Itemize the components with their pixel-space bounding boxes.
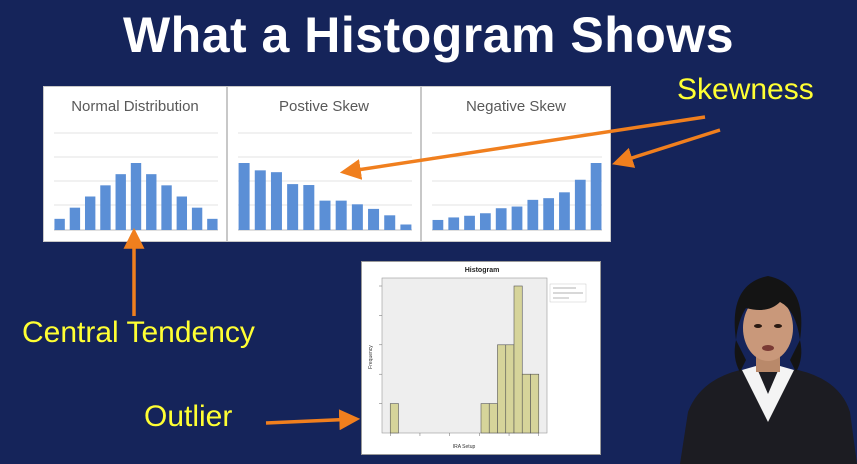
bar	[351, 204, 363, 230]
bar	[384, 215, 396, 230]
bar	[479, 213, 491, 230]
bar	[495, 208, 507, 230]
presenter-hair	[734, 276, 802, 340]
bar	[69, 207, 81, 230]
histogram-bar	[530, 373, 540, 434]
page-title: What a Histogram Shows	[122, 7, 735, 63]
arrow-skewness-to-negative	[611, 128, 721, 168]
presenter-face	[743, 295, 793, 361]
bar	[527, 199, 539, 230]
presenter-collar	[742, 366, 794, 422]
histogram-bar	[389, 403, 399, 434]
negative-skew-title: Negative Skew	[465, 98, 567, 115]
presenter-video	[680, 276, 857, 464]
arrow-outlier	[265, 409, 361, 431]
histogram-y-label: Frequency	[368, 345, 374, 369]
bar	[400, 224, 412, 230]
histogram-x-label: IRA Setup	[453, 444, 476, 450]
normal-distribution-panel: Normal Distribution	[43, 86, 227, 242]
bar	[464, 215, 475, 230]
bar	[115, 174, 126, 230]
normal-distribution-title: Normal Distribution	[71, 98, 199, 115]
bar	[590, 163, 602, 230]
bar	[130, 163, 142, 230]
outlier-label: Outlier	[144, 400, 233, 433]
bar	[543, 198, 555, 230]
bar	[287, 184, 299, 230]
positive-skew-chart	[238, 132, 412, 231]
bar	[84, 196, 96, 230]
bar	[254, 170, 266, 230]
bar	[100, 185, 111, 230]
bar	[448, 217, 460, 230]
bar	[146, 174, 157, 230]
bar	[176, 196, 188, 230]
bar	[368, 208, 380, 230]
bar	[574, 179, 586, 230]
bar	[319, 200, 331, 230]
histogram-title: Histogram	[465, 267, 500, 274]
negative-skew-chart	[432, 132, 602, 231]
histogram-y-ticks	[379, 285, 539, 436]
histogram-figure: Histogram Frequency IRA Setup	[361, 261, 601, 455]
skewness-label: Skewness	[677, 73, 814, 106]
negative-skew-panel: Negative Skew	[421, 86, 611, 242]
bar	[238, 163, 250, 230]
bar	[161, 185, 172, 230]
bar	[559, 192, 570, 230]
histogram-bars	[389, 285, 540, 434]
bar	[191, 207, 203, 230]
bar	[270, 172, 282, 230]
bar	[511, 206, 523, 230]
histogram-chart: Histogram Frequency IRA Setup	[368, 267, 587, 450]
bar	[335, 200, 347, 230]
bar	[207, 218, 218, 230]
central-tendency-label: Central Tendency	[22, 316, 255, 349]
bar	[432, 219, 444, 230]
positive-skew-title: Postive Skew	[278, 98, 370, 115]
bar	[303, 185, 315, 230]
arrow-skewness-to-positive	[339, 115, 706, 180]
histogram-bar	[513, 285, 523, 434]
bar	[54, 218, 65, 230]
